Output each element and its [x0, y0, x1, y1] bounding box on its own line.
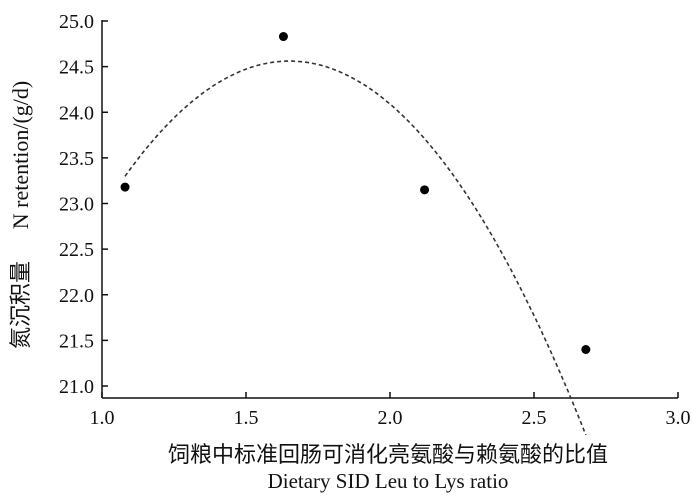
data-point: [581, 345, 590, 354]
y-tick-label: 25.0: [59, 11, 94, 33]
y-tick-label: 22.0: [59, 285, 94, 307]
x-tick-label: 3.0: [666, 407, 691, 429]
x-tick-label: 2.0: [378, 407, 403, 429]
y-tick-label: 24.0: [59, 102, 94, 124]
x-tick-label: 1.0: [90, 407, 115, 429]
plot-area: 21.0 21.5 22.0 22.5 23.0 23.5 24.0 24.5 25.0 1.0 1…: [59, 11, 691, 435]
x-axis-title-en: Dietary SID Leu to Lys ratio: [268, 469, 509, 493]
y-tick-label: 23.5: [59, 148, 94, 170]
x-axis-title-cn: 饲粮中标准回肠可消化亮氨酸与赖氨酸的比值: [168, 443, 608, 468]
data-point: [420, 185, 429, 194]
data-point: [121, 183, 130, 192]
data-point: [279, 32, 288, 41]
trend-line: [125, 61, 586, 435]
y-axis-title-cn: 氮沉积量: [9, 261, 34, 349]
y-tick-label: 21.0: [59, 376, 94, 398]
x-tick-label: 2.5: [522, 407, 547, 429]
y-axis-title-en: N retention/(g/d): [8, 81, 33, 229]
y-tick-label: 24.5: [59, 57, 94, 79]
y-tick-label: 22.5: [59, 239, 94, 261]
y-tick-label: 21.5: [59, 330, 94, 352]
x-tick-label: 1.5: [234, 407, 259, 429]
y-tick-label: 23.0: [59, 194, 94, 216]
